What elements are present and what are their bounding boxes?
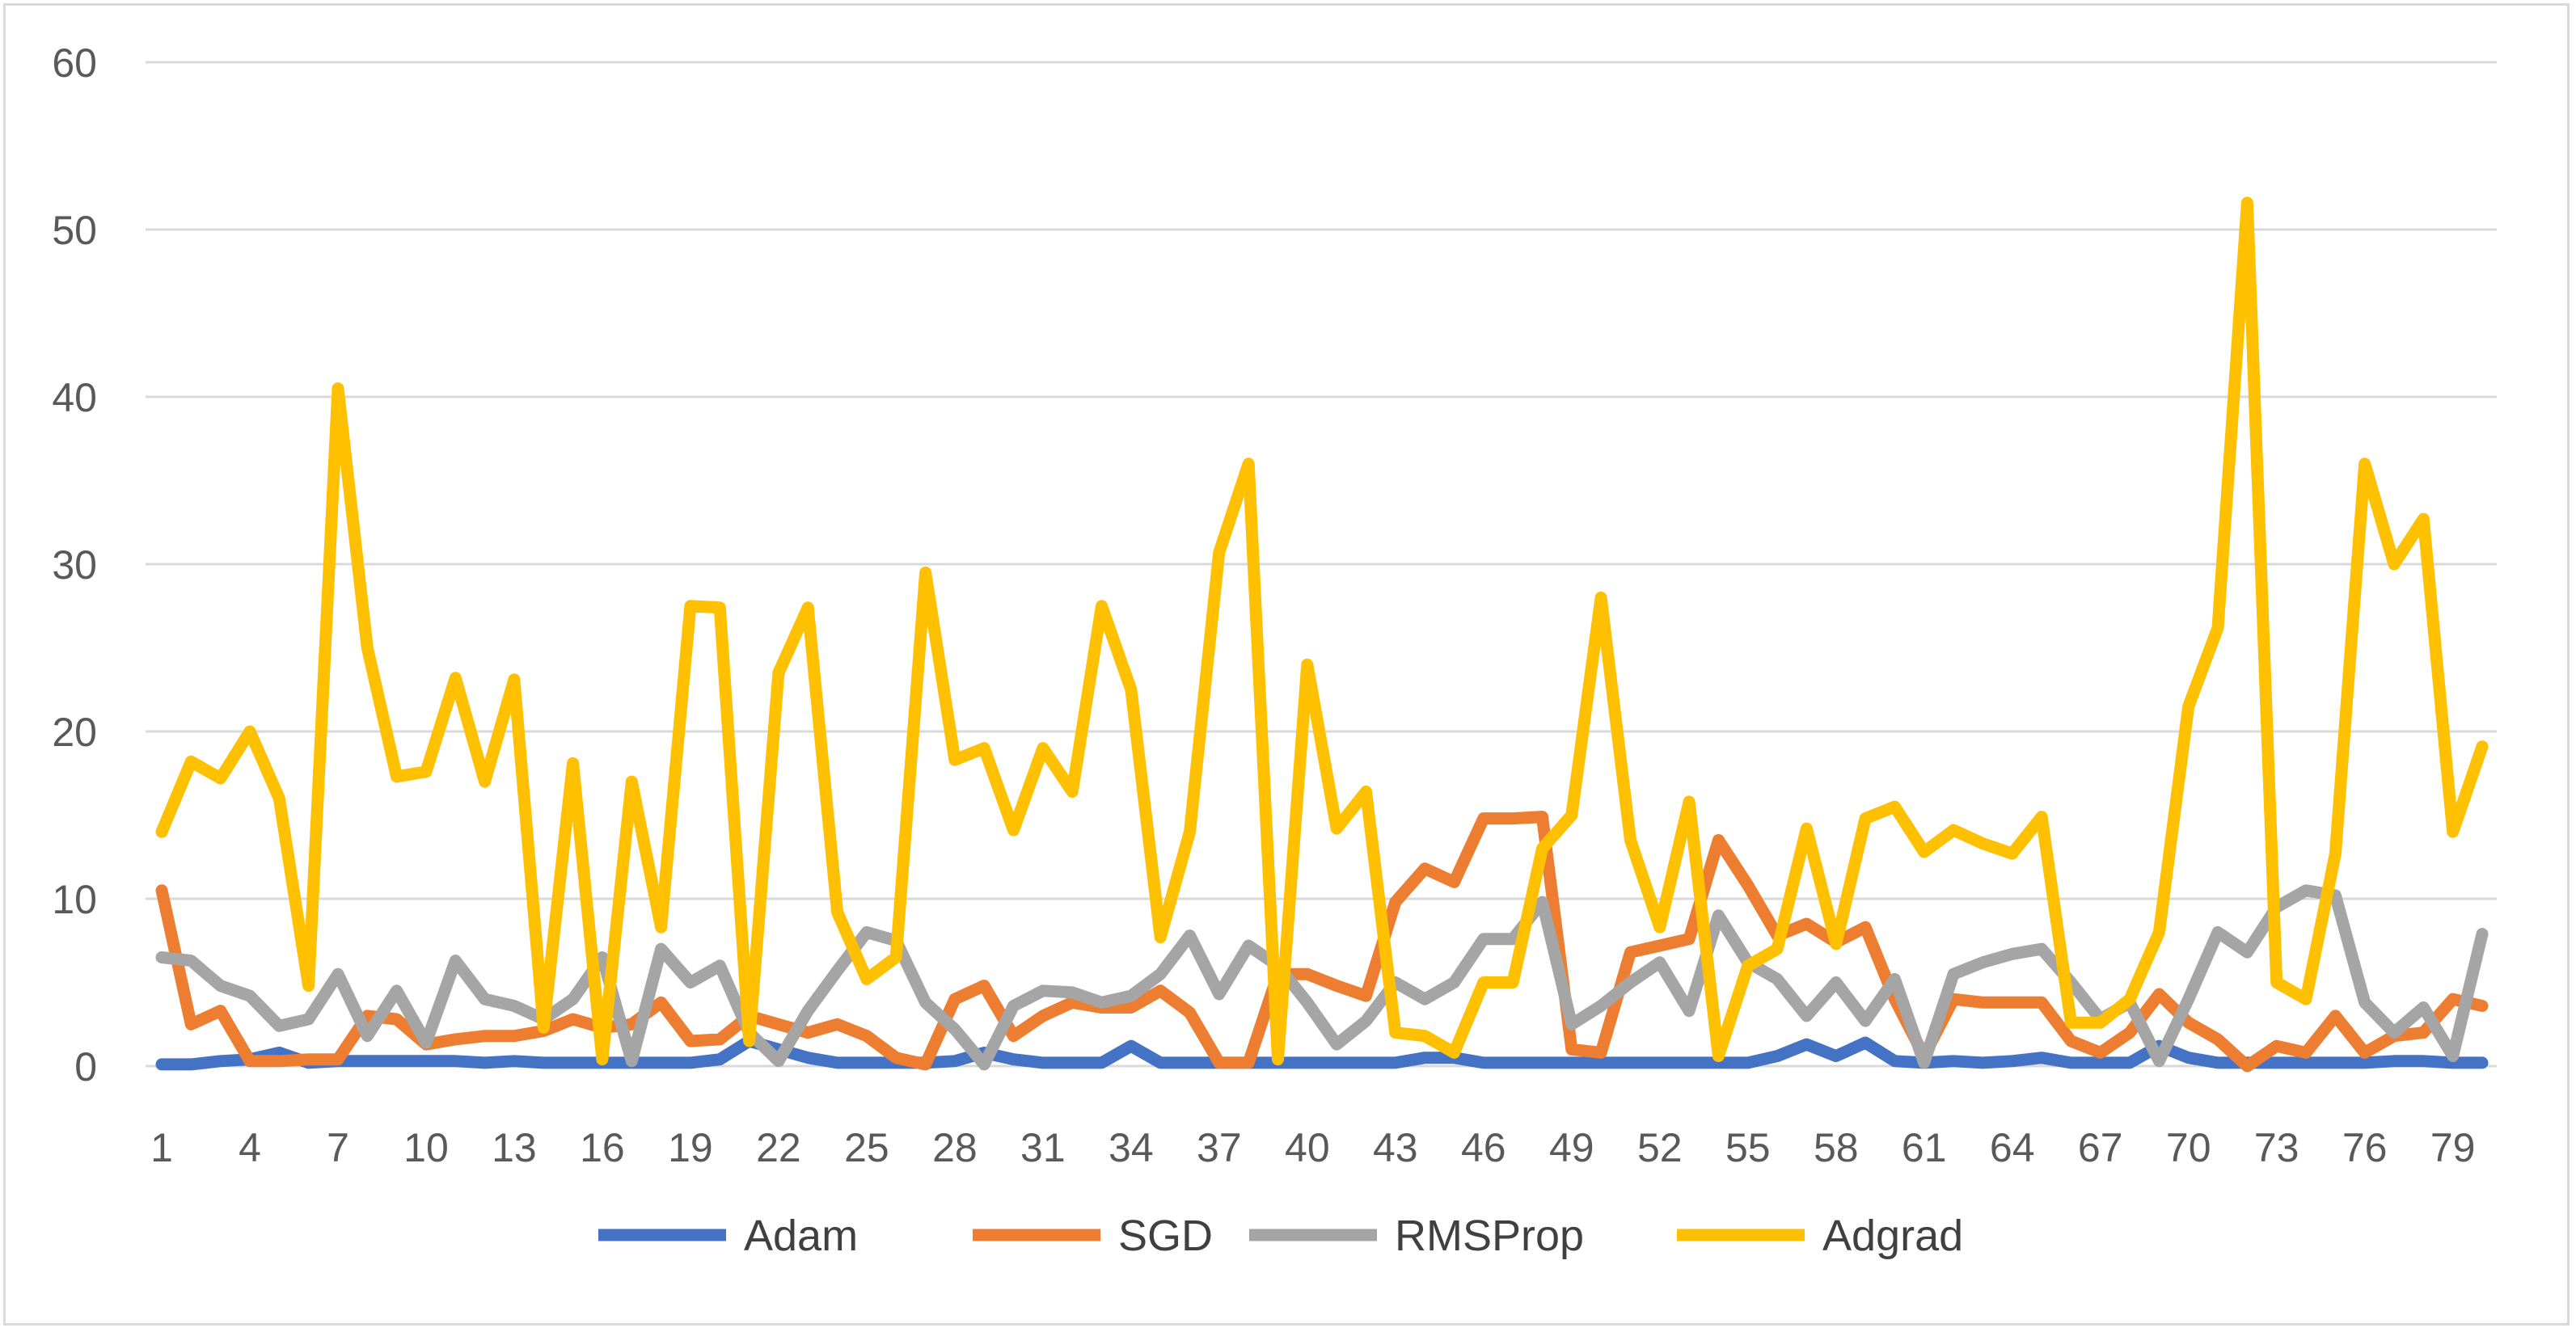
- y-axis-tick-labels: 0 10 20 30 40 50 60: [52, 40, 97, 1090]
- series-line-adam: [155, 1035, 2489, 1071]
- x-tick-label-25: 25: [844, 1125, 889, 1170]
- x-tick-label-40: 40: [1285, 1125, 1330, 1170]
- x-tick-label-61: 61: [1902, 1125, 1947, 1170]
- x-tick-label-22: 22: [756, 1125, 801, 1170]
- x-tick-label-52: 52: [1637, 1125, 1683, 1170]
- x-tick-label-43: 43: [1373, 1125, 1418, 1170]
- chart-frame: [3, 3, 2570, 1326]
- x-tick-label-16: 16: [580, 1125, 625, 1170]
- legend-label-adgrad: Adgrad: [1822, 1212, 1963, 1260]
- x-tick-label-10: 10: [403, 1125, 449, 1170]
- legend: Adam SGD RMSProp Adgrad: [598, 1212, 1963, 1260]
- y-tick-label-40: 40: [52, 375, 97, 420]
- x-tick-label-73: 73: [2254, 1125, 2299, 1170]
- x-tick-label-34: 34: [1109, 1125, 1154, 1170]
- x-tick-label-37: 37: [1197, 1125, 1242, 1170]
- y-tick-label-50: 50: [52, 208, 97, 253]
- y-tick-label-60: 60: [52, 40, 97, 86]
- x-tick-label-1: 1: [150, 1125, 173, 1170]
- x-tick-label-55: 55: [1725, 1125, 1771, 1170]
- x-tick-label-7: 7: [327, 1125, 349, 1170]
- gridlines: [146, 61, 2497, 1068]
- x-tick-label-19: 19: [668, 1125, 713, 1170]
- x-tick-label-67: 67: [2078, 1125, 2123, 1170]
- x-tick-label-79: 79: [2430, 1125, 2476, 1170]
- x-tick-label-49: 49: [1549, 1125, 1594, 1170]
- x-tick-label-13: 13: [492, 1125, 537, 1170]
- x-tick-label-4: 4: [239, 1125, 261, 1170]
- y-tick-label-0: 0: [74, 1044, 97, 1090]
- x-tick-label-28: 28: [932, 1125, 978, 1170]
- y-tick-label-30: 30: [52, 542, 97, 588]
- series-lines: [155, 196, 2489, 1073]
- x-tick-label-70: 70: [2166, 1125, 2211, 1170]
- y-tick-label-10: 10: [52, 877, 97, 922]
- legend-label-rmsprop: RMSProp: [1395, 1212, 1584, 1260]
- x-axis-tick-labels: 1 4 7 10 13 16 19 22 25 28 31 34 37 40 43 46 49 52 55 58 61 6…: [150, 1125, 2475, 1170]
- y-tick-label-20: 20: [52, 710, 97, 755]
- x-tick-label-31: 31: [1020, 1125, 1066, 1170]
- legend-label-adam: Adam: [744, 1212, 858, 1260]
- series-line-adgrad: [155, 196, 2489, 1066]
- legend-label-sgd: SGD: [1118, 1212, 1213, 1260]
- x-tick-label-64: 64: [1990, 1125, 2035, 1170]
- x-tick-label-76: 76: [2342, 1125, 2388, 1170]
- x-tick-label-58: 58: [1814, 1125, 1859, 1170]
- x-tick-label-46: 46: [1461, 1125, 1506, 1170]
